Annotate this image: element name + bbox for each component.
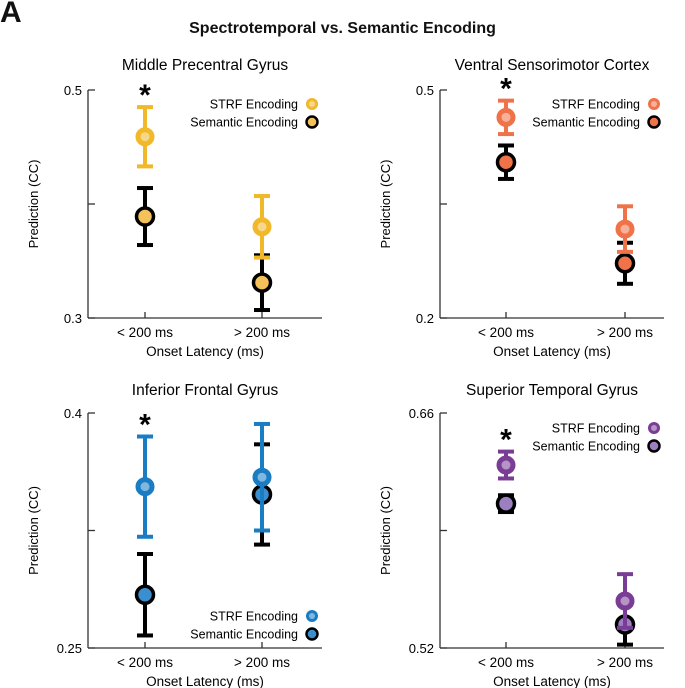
chart-title: Ventral Sensorimotor Cortex: [455, 57, 650, 74]
y-axis-label: Prediction (CC): [26, 486, 41, 575]
data-point-strf: [135, 477, 155, 497]
legend-marker: [648, 98, 660, 110]
significance-marker: *: [500, 73, 512, 106]
data-point-strf: [252, 217, 272, 237]
data-point-highlight: [257, 222, 267, 232]
significance-marker: *: [139, 79, 151, 112]
x-tick-label: > 200 ms: [597, 655, 653, 670]
legend-marker: [648, 422, 660, 434]
legend-label: Semantic Encoding: [190, 116, 298, 130]
y-tick-label: 0.5: [64, 83, 82, 98]
legend-marker: [305, 627, 319, 641]
data-point-highlight: [140, 132, 150, 142]
legend-marker: [306, 610, 318, 622]
significance-marker: *: [139, 409, 151, 442]
data-point-semantic: [614, 253, 636, 274]
figure-title: Spectrotemporal vs. Semantic Encoding: [189, 20, 496, 37]
legend-label: STRF Encoding: [552, 422, 640, 436]
data-point-highlight: [140, 482, 150, 492]
x-tick-label: > 200 ms: [234, 655, 290, 670]
x-tick-label: > 200 ms: [597, 325, 653, 340]
data-point-strf: [615, 591, 635, 611]
legend: STRF Encoding Semantic Encoding: [532, 98, 661, 130]
chart-panel-3: Inferior Frontal Gyrus 0.4 0.25 Prediction …: [26, 382, 322, 688]
x-tick-label: < 200 ms: [117, 655, 173, 670]
legend-marker: [305, 115, 319, 129]
significance-marker: *: [500, 424, 512, 457]
x-axis-label: Onset Latency (ms): [146, 344, 264, 359]
x-tick-label: > 200 ms: [234, 325, 290, 340]
data-point-highlight: [620, 224, 630, 234]
data-point-strf: [252, 467, 272, 487]
y-tick-label: 0.5: [416, 83, 434, 98]
data-point-highlight: [501, 112, 511, 122]
data-point-strf: [615, 219, 635, 239]
x-axis-label: Onset Latency (ms): [146, 674, 264, 688]
legend-label: Semantic Encoding: [532, 440, 640, 454]
data-point-semantic: [134, 584, 156, 605]
y-tick-label: 0.3: [64, 311, 82, 326]
chart-panel-2: Ventral Sensorimotor Cortex 0.5 0.2 Predict…: [378, 57, 664, 359]
data-point-strf: [135, 127, 155, 147]
data-point-highlight: [501, 460, 511, 470]
x-tick-label: < 200 ms: [478, 655, 534, 670]
legend-label: STRF Encoding: [552, 98, 640, 112]
chart-panel-4: Superior Temporal Gyrus 0.66 0.52 Predictio…: [378, 382, 664, 688]
legend: STRF Encoding Semantic Encoding: [532, 422, 661, 454]
y-tick-label: 0.66: [409, 406, 434, 421]
data-point-highlight: [257, 472, 267, 482]
x-tick-label: < 200 ms: [117, 325, 173, 340]
legend: STRF Encoding Semantic Encoding: [190, 610, 319, 642]
data-point-semantic: [251, 272, 273, 293]
legend-marker: [647, 115, 661, 129]
y-axis-label: Prediction (CC): [378, 160, 393, 249]
y-tick-label: 0.52: [409, 641, 434, 656]
legend-label: Semantic Encoding: [190, 628, 298, 642]
y-tick-label: 0.2: [416, 311, 434, 326]
data-point-semantic: [134, 206, 156, 227]
legend-label: STRF Encoding: [210, 98, 298, 112]
data-point-semantic: [495, 151, 517, 173]
data-point-strf: [496, 107, 516, 127]
data-point-semantic: [495, 493, 517, 514]
y-axis-label: Prediction (CC): [378, 486, 393, 575]
y-axis-label: Prediction (CC): [26, 160, 41, 249]
x-axis-label: Onset Latency (ms): [493, 344, 611, 359]
legend-label: STRF Encoding: [210, 610, 298, 624]
data-point-strf: [496, 455, 516, 475]
legend-marker-highlight: [309, 613, 315, 619]
x-tick-label: < 200 ms: [478, 325, 534, 340]
legend-marker: [306, 98, 318, 110]
y-tick-label: 0.25: [57, 641, 82, 656]
chart-title: Superior Temporal Gyrus: [466, 382, 638, 399]
panel-letter: A: [0, 0, 22, 29]
data-point-highlight: [620, 596, 630, 606]
legend-label: Semantic Encoding: [532, 116, 640, 130]
legend-marker-highlight: [651, 101, 657, 107]
x-axis-label: Onset Latency (ms): [493, 674, 611, 688]
legend: STRF Encoding Semantic Encoding: [190, 98, 319, 130]
legend-marker-highlight: [309, 101, 315, 107]
legend-marker-highlight: [651, 425, 657, 431]
chart-panel-1: Middle Precentral Gyrus 0.5 0.3 Prediction …: [26, 57, 322, 359]
legend-marker: [647, 439, 661, 453]
chart-title: Inferior Frontal Gyrus: [132, 382, 279, 399]
y-tick-label: 0.4: [64, 406, 82, 421]
chart-title: Middle Precentral Gyrus: [122, 57, 289, 74]
